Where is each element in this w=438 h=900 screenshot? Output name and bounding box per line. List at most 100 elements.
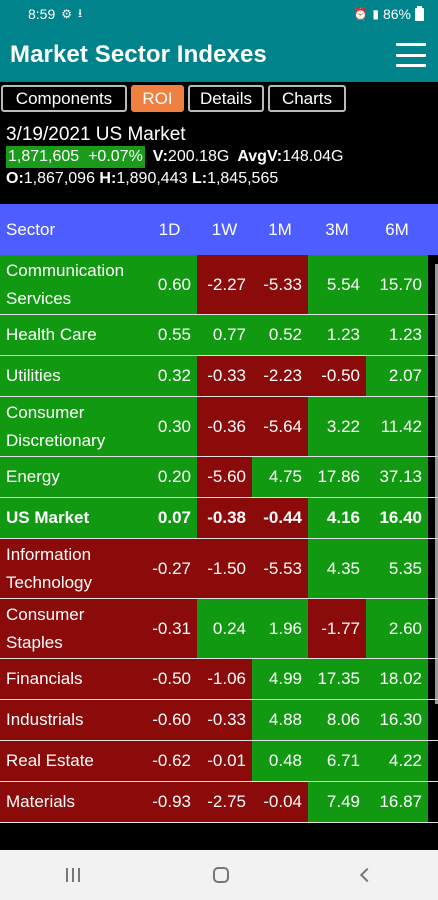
roi-cell: 6.71 bbox=[308, 741, 366, 781]
header-1m[interactable]: 1M bbox=[268, 219, 292, 239]
roi-cell: -0.93 bbox=[142, 782, 197, 822]
volume-label: V: bbox=[152, 148, 168, 165]
roi-cell: 11.42 bbox=[366, 397, 428, 456]
sector-name: Real Estate bbox=[0, 741, 142, 781]
header-6m[interactable]: 6M bbox=[385, 219, 409, 239]
table-row[interactable]: Materials -0.93 -2.75 -0.04 7.49 16.87 bbox=[0, 782, 438, 823]
tab-roi[interactable]: ROI bbox=[131, 85, 184, 112]
roi-cell: 4.88 bbox=[252, 700, 308, 740]
sector-name: Materials bbox=[0, 782, 142, 822]
table-row[interactable]: Utilities 0.32 -0.33 -2.23 -0.50 2.07 bbox=[0, 356, 438, 397]
table-row[interactable]: Financials -0.50 -1.06 4.99 17.35 18.02 bbox=[0, 659, 438, 700]
table-row[interactable]: US Market 0.07 -0.38 -0.44 4.16 16.40 bbox=[0, 498, 438, 539]
roi-cell: 4.16 bbox=[308, 498, 366, 538]
roi-cell: 16.40 bbox=[366, 498, 428, 538]
roi-cell: 3.22 bbox=[308, 397, 366, 456]
table-row[interactable]: Information Technology -0.27 -1.50 -5.53 4.3… bbox=[0, 539, 438, 599]
gear-icon: ⚙ bbox=[61, 7, 73, 21]
roi-cell: -0.01 bbox=[197, 741, 252, 781]
table-row[interactable]: Communication Services 0.60 -2.27 -5.33 5.54… bbox=[0, 255, 438, 315]
low-label: L: bbox=[191, 170, 208, 187]
roi-cell: -1.77 bbox=[308, 599, 366, 658]
roi-cell: -0.36 bbox=[197, 397, 252, 456]
table-row[interactable]: Consumer Staples -0.31 0.24 1.96 -1.77 2.60 bbox=[0, 599, 438, 659]
roi-cell: -0.27 bbox=[142, 539, 197, 598]
roi-cell: -0.38 bbox=[197, 498, 252, 538]
roi-cell: 7.49 bbox=[308, 782, 366, 822]
table-row[interactable]: Health Care 0.55 0.77 0.52 1.23 1.23 bbox=[0, 315, 438, 356]
roi-cell: 18.02 bbox=[366, 659, 428, 699]
header-sector[interactable]: Sector bbox=[6, 219, 56, 239]
table-row[interactable]: Energy 0.20 -5.60 4.75 17.86 37.13 bbox=[0, 457, 438, 498]
table-row[interactable]: Real Estate -0.62 -0.01 0.48 6.71 4.22 bbox=[0, 741, 438, 782]
roi-cell: 8.06 bbox=[308, 700, 366, 740]
sector-name: Industrials bbox=[0, 700, 142, 740]
roi-cell: 0.77 bbox=[197, 315, 252, 355]
tab-components[interactable]: Components bbox=[1, 85, 127, 112]
menu-icon[interactable] bbox=[396, 43, 426, 67]
scrollbar[interactable] bbox=[435, 264, 438, 704]
tab-details[interactable]: Details bbox=[188, 85, 264, 112]
roi-cell: 0.48 bbox=[252, 741, 308, 781]
avg-volume-label: AvgV: bbox=[237, 148, 283, 165]
roi-cell: -5.64 bbox=[252, 397, 308, 456]
roi-cell: 4.22 bbox=[366, 741, 428, 781]
sector-name: Utilities bbox=[0, 356, 142, 396]
price-value: 1,871,605 bbox=[8, 148, 80, 165]
roi-cell: -0.44 bbox=[252, 498, 308, 538]
header-3m[interactable]: 3M bbox=[325, 219, 349, 239]
app-title: Market Sector Indexes bbox=[10, 41, 267, 68]
sector-name: Health Care bbox=[0, 315, 142, 355]
roi-cell: -2.23 bbox=[252, 356, 308, 396]
table-row[interactable]: Industrials -0.60 -0.33 4.88 8.06 16.30 bbox=[0, 700, 438, 741]
roi-cell: 0.52 bbox=[252, 315, 308, 355]
sector-table: Sector 1D 1W 1M 3M 6M Communication Serv… bbox=[0, 204, 438, 823]
roi-cell: -2.75 bbox=[197, 782, 252, 822]
table-row[interactable]: Consumer Discretionary 0.30 -0.36 -5.64 3.22… bbox=[0, 397, 438, 457]
tab-charts[interactable]: Charts bbox=[268, 85, 346, 112]
roi-cell: -0.31 bbox=[142, 599, 197, 658]
roi-cell: 16.30 bbox=[366, 700, 428, 740]
volume-value: 200.18G bbox=[167, 148, 230, 165]
change-value: +0.07% bbox=[88, 148, 143, 165]
low-value: 1,845,565 bbox=[207, 170, 279, 187]
sector-name: Energy bbox=[0, 457, 142, 497]
sector-name: US Market bbox=[0, 498, 142, 538]
system-nav-bar bbox=[0, 850, 438, 900]
roi-cell: -0.50 bbox=[308, 356, 366, 396]
avg-volume-value: 148.04G bbox=[282, 148, 344, 165]
home-icon[interactable] bbox=[212, 867, 229, 883]
roi-cell: -5.53 bbox=[252, 539, 308, 598]
roi-cell: 16.87 bbox=[366, 782, 428, 822]
roi-cell: 0.55 bbox=[142, 315, 197, 355]
roi-cell: -5.33 bbox=[252, 255, 308, 314]
roi-cell: 15.70 bbox=[366, 255, 428, 314]
ohl-row: O:1,867,096 H:1,890,443 L:1,845,565 bbox=[6, 168, 436, 190]
roi-cell: 4.99 bbox=[252, 659, 308, 699]
recent-apps-icon[interactable] bbox=[66, 868, 81, 882]
price-row: 1,871,605 +0.07% V:200.18G AvgV:148.04G bbox=[6, 146, 436, 168]
roi-cell: -0.04 bbox=[252, 782, 308, 822]
tab-bar: Components ROI Details Charts bbox=[0, 85, 438, 113]
sector-name: Consumer Discretionary bbox=[0, 397, 142, 456]
back-icon[interactable] bbox=[359, 867, 374, 883]
roi-cell: 1.23 bbox=[308, 315, 366, 355]
roi-cell: 1.96 bbox=[252, 599, 308, 658]
roi-cell: -0.50 bbox=[142, 659, 197, 699]
roi-cell: 2.60 bbox=[366, 599, 428, 658]
roi-cell: 5.35 bbox=[366, 539, 428, 598]
roi-cell: 0.30 bbox=[142, 397, 197, 456]
roi-cell: 17.86 bbox=[308, 457, 366, 497]
roi-cell: -0.62 bbox=[142, 741, 197, 781]
roi-cell: 0.32 bbox=[142, 356, 197, 396]
high-label: H: bbox=[99, 170, 117, 187]
battery-percent: 86% bbox=[382, 6, 411, 22]
roi-cell: -5.60 bbox=[197, 457, 252, 497]
price-change-box: 1,871,605 +0.07% bbox=[6, 146, 145, 168]
status-bar: 8:59 ⚙ ⭳ ⏰ ▮ 86% bbox=[0, 0, 438, 28]
roi-cell: -1.50 bbox=[197, 539, 252, 598]
header-1w[interactable]: 1W bbox=[211, 219, 238, 239]
alarm-icon: ⏰ bbox=[353, 7, 369, 21]
roi-cell: 0.24 bbox=[197, 599, 252, 658]
header-1d[interactable]: 1D bbox=[158, 219, 181, 239]
